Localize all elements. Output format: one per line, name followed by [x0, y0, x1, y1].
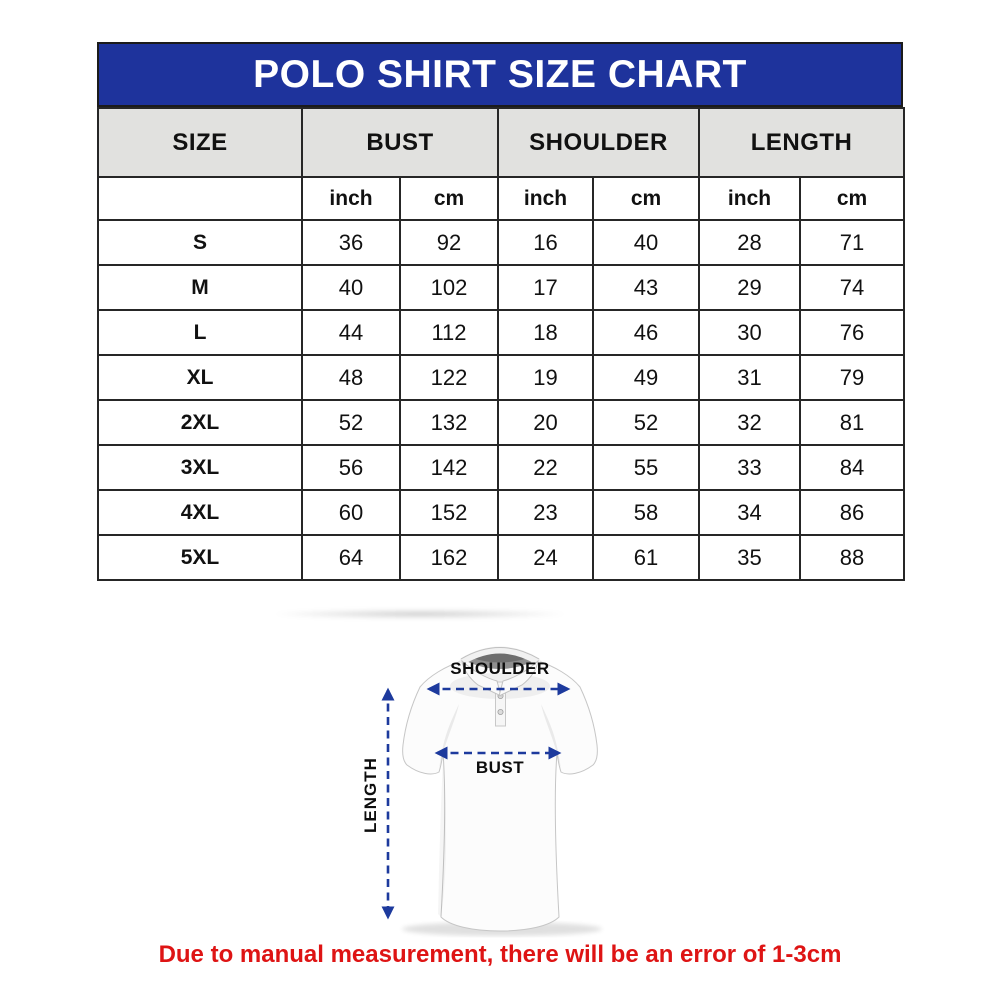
value-cell: 40 — [591, 219, 701, 266]
value-cell: 86 — [799, 489, 906, 536]
column-header-bust: BUST — [301, 107, 499, 178]
value-cell: 40 — [301, 264, 401, 311]
right-armhole-shading — [541, 704, 561, 770]
value-cell: 49 — [591, 354, 701, 401]
size-chart: POLO SHIRT SIZE CHART SIZE BUST SHOULDER… — [97, 42, 906, 581]
value-cell: 84 — [799, 444, 906, 491]
button-bottom — [497, 709, 504, 716]
unit-header-row: inch cm inch cm inch cm — [97, 176, 906, 221]
table-drop-shadow — [270, 609, 570, 619]
table-row-l: L 44 112 18 46 30 76 — [97, 309, 906, 356]
table-row-xl: XL 48 122 19 49 31 79 — [97, 354, 906, 401]
value-cell: 122 — [399, 354, 499, 401]
placket — [495, 681, 506, 727]
value-cell: 81 — [799, 399, 906, 446]
value-cell: 48 — [301, 354, 401, 401]
value-cell: 46 — [591, 309, 701, 356]
value-cell: 76 — [799, 309, 906, 356]
left-armhole-shading — [439, 704, 459, 770]
value-cell: 28 — [698, 219, 802, 266]
value-cell: 35 — [698, 534, 802, 581]
value-cell: 102 — [399, 264, 499, 311]
value-cell: 17 — [497, 264, 594, 311]
value-cell: 29 — [698, 264, 802, 311]
value-cell: 36 — [301, 219, 401, 266]
value-cell: 18 — [497, 309, 594, 356]
unit-cell: inch — [497, 176, 594, 221]
size-cell: M — [97, 264, 303, 311]
value-cell: 74 — [799, 264, 906, 311]
value-cell: 52 — [591, 399, 701, 446]
value-cell: 31 — [698, 354, 802, 401]
value-cell: 34 — [698, 489, 802, 536]
value-cell: 30 — [698, 309, 802, 356]
value-cell: 64 — [301, 534, 401, 581]
length-measure-label: LENGTH — [361, 757, 380, 833]
value-cell: 33 — [698, 444, 802, 491]
table-row-5xl: 5XL 64 162 24 61 35 88 — [97, 534, 906, 581]
column-header-size: SIZE — [97, 107, 303, 178]
value-cell: 23 — [497, 489, 594, 536]
column-header-length: LENGTH — [698, 107, 906, 178]
size-cell: 3XL — [97, 444, 303, 491]
value-cell: 152 — [399, 489, 499, 536]
size-cell: XL — [97, 354, 303, 401]
value-cell: 43 — [591, 264, 701, 311]
value-cell: 32 — [698, 399, 802, 446]
unit-cell: inch — [698, 176, 802, 221]
size-table: SIZE BUST SHOULDER LENGTH inch cm inch c… — [97, 107, 906, 581]
measurement-error-note: Due to manual measurement, there will be… — [158, 941, 842, 968]
shirt-body — [402, 657, 598, 932]
group-header-row: SIZE BUST SHOULDER LENGTH — [97, 107, 906, 178]
value-cell: 22 — [497, 444, 594, 491]
unit-cell: cm — [591, 176, 701, 221]
table-row-3xl: 3XL 56 142 22 55 33 84 — [97, 444, 906, 491]
value-cell: 56 — [301, 444, 401, 491]
value-cell: 79 — [799, 354, 906, 401]
value-cell: 52 — [301, 399, 401, 446]
value-cell: 19 — [497, 354, 594, 401]
value-cell: 20 — [497, 399, 594, 446]
value-cell: 88 — [799, 534, 906, 581]
shoulder-measure-label: SHOULDER — [450, 659, 550, 678]
value-cell: 142 — [399, 444, 499, 491]
size-cell: S — [97, 219, 303, 266]
left-side-shading — [438, 760, 447, 917]
unit-spacer-cell — [97, 176, 303, 221]
table-row-m: M 40 102 17 43 29 74 — [97, 264, 906, 311]
table-row-4xl: 4XL 60 152 23 58 34 86 — [97, 489, 906, 536]
unit-cell: cm — [799, 176, 906, 221]
value-cell: 71 — [799, 219, 906, 266]
value-cell: 112 — [399, 309, 499, 356]
value-cell: 44 — [301, 309, 401, 356]
collar-rim-outline — [460, 647, 540, 660]
size-cell: L — [97, 309, 303, 356]
value-cell: 58 — [591, 489, 701, 536]
value-cell: 61 — [591, 534, 701, 581]
value-cell: 55 — [591, 444, 701, 491]
size-cell: 2XL — [97, 399, 303, 446]
unit-cell: inch — [301, 176, 401, 221]
table-row-2xl: 2XL 52 132 20 52 32 81 — [97, 399, 906, 446]
value-cell: 162 — [399, 534, 499, 581]
table-row-s: S 36 92 16 40 28 71 — [97, 219, 906, 266]
bust-measure-label: BUST — [475, 758, 525, 777]
column-header-shoulder: SHOULDER — [496, 107, 701, 178]
measurement-diagram: SHOULDER BUST LENGTH — [330, 630, 670, 940]
value-cell: 132 — [399, 399, 499, 446]
value-cell: 24 — [497, 534, 594, 581]
unit-cell: cm — [399, 176, 499, 221]
polo-shirt-illustration — [381, 646, 602, 936]
collar-rim — [459, 646, 541, 665]
size-cell: 4XL — [97, 489, 303, 536]
size-cell: 5XL — [97, 534, 303, 581]
chart-title-bar: POLO SHIRT SIZE CHART — [97, 42, 903, 107]
value-cell: 60 — [301, 489, 401, 536]
value-cell: 16 — [497, 219, 594, 266]
chart-title: POLO SHIRT SIZE CHART — [253, 52, 747, 96]
value-cell: 92 — [399, 219, 499, 266]
